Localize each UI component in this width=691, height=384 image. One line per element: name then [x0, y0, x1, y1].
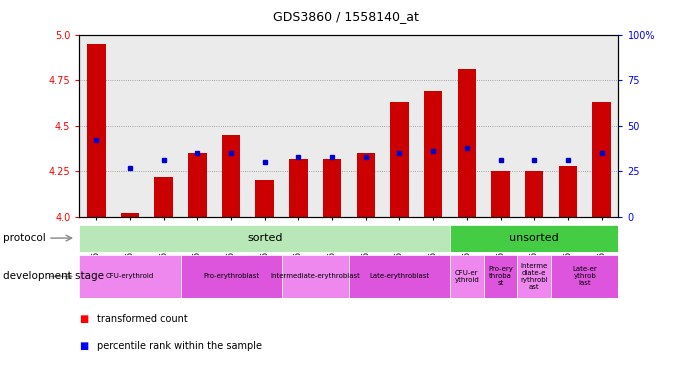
Text: percentile rank within the sample: percentile rank within the sample — [97, 341, 262, 351]
Bar — [256, 180, 274, 217]
Bar — [551, 255, 618, 298]
Bar — [349, 255, 450, 298]
Bar — [450, 255, 484, 298]
Bar — [281, 35, 315, 217]
Bar — [390, 102, 409, 217]
Bar — [551, 35, 585, 217]
Text: Pro-ery
throba
st: Pro-ery throba st — [488, 266, 513, 286]
Bar — [424, 91, 442, 217]
Bar — [484, 255, 518, 298]
Bar — [154, 177, 173, 217]
Text: development stage: development stage — [3, 271, 104, 281]
Bar — [79, 35, 113, 217]
Bar — [585, 35, 618, 217]
Bar — [121, 214, 140, 217]
Bar — [558, 166, 577, 217]
Text: GDS3860 / 1558140_at: GDS3860 / 1558140_at — [272, 10, 419, 23]
Bar — [180, 35, 214, 217]
Bar — [383, 35, 416, 217]
Bar — [357, 153, 375, 217]
Bar — [450, 225, 618, 252]
Text: protocol: protocol — [3, 233, 46, 243]
Text: Interme
diate-e
rythrobl
ast: Interme diate-e rythrobl ast — [520, 263, 548, 290]
Bar — [79, 255, 180, 298]
Bar — [146, 35, 180, 217]
Text: Late-er
ythrob
last: Late-er ythrob last — [572, 266, 597, 286]
Bar — [457, 69, 476, 217]
Bar — [491, 171, 510, 217]
Text: unsorted: unsorted — [509, 233, 559, 243]
Text: Pro-erythroblast: Pro-erythroblast — [203, 273, 259, 280]
Bar — [416, 35, 450, 217]
Bar — [323, 159, 341, 217]
Bar — [180, 255, 281, 298]
Text: ■: ■ — [79, 341, 88, 351]
Bar — [248, 35, 281, 217]
Bar — [592, 102, 611, 217]
Bar — [79, 225, 450, 252]
Text: ■: ■ — [79, 314, 88, 324]
Bar — [518, 255, 551, 298]
Text: transformed count: transformed count — [97, 314, 187, 324]
Bar — [87, 44, 106, 217]
Text: Intermediate-erythroblast: Intermediate-erythroblast — [270, 273, 360, 280]
Bar — [214, 35, 248, 217]
Bar — [484, 35, 518, 217]
Bar — [222, 135, 240, 217]
Bar — [289, 159, 307, 217]
Bar — [518, 35, 551, 217]
Bar — [525, 171, 544, 217]
Text: sorted: sorted — [247, 233, 283, 243]
Text: CFU-er
ythroid: CFU-er ythroid — [455, 270, 480, 283]
Bar — [349, 35, 383, 217]
Text: Late-erythroblast: Late-erythroblast — [370, 273, 430, 280]
Bar — [188, 153, 207, 217]
Bar — [450, 35, 484, 217]
Bar — [315, 35, 349, 217]
Bar — [281, 255, 349, 298]
Text: CFU-erythroid: CFU-erythroid — [106, 273, 154, 280]
Bar — [113, 35, 146, 217]
